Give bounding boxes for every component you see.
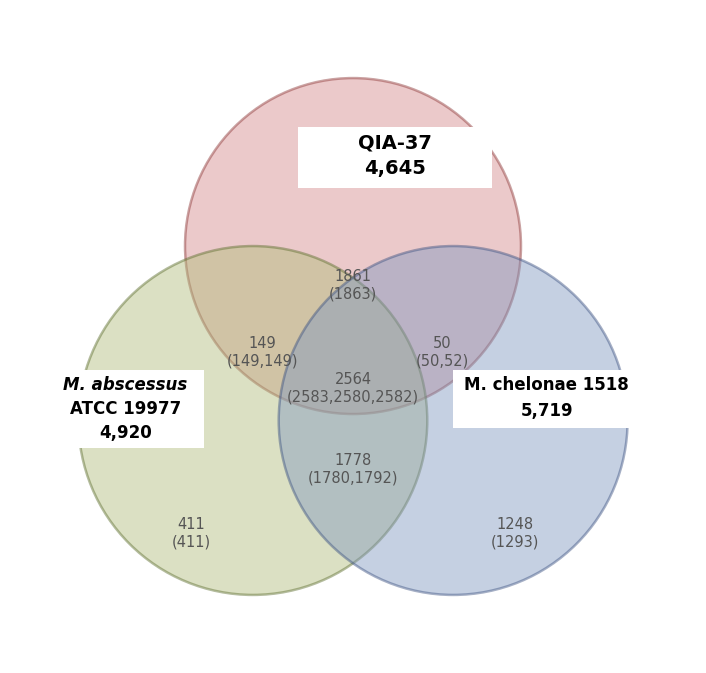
Text: 1861
(1863): 1861 (1863) <box>329 269 377 301</box>
Text: ATCC 19977: ATCC 19977 <box>70 400 181 418</box>
Text: 5,719: 5,719 <box>520 402 573 420</box>
Text: 411
(411): 411 (411) <box>172 518 211 550</box>
Circle shape <box>185 78 521 414</box>
Text: M. abscessus: M. abscessus <box>64 376 188 394</box>
Text: 1248
(1293): 1248 (1293) <box>491 518 539 550</box>
Text: 4,645: 4,645 <box>364 159 426 178</box>
FancyBboxPatch shape <box>298 127 492 188</box>
Text: 149
(149,149): 149 (149,149) <box>227 336 299 369</box>
Circle shape <box>78 246 427 595</box>
Circle shape <box>279 246 628 595</box>
Text: 4,920: 4,920 <box>100 425 152 442</box>
Text: M. chelonae 1518: M. chelonae 1518 <box>465 376 629 394</box>
FancyBboxPatch shape <box>46 370 205 448</box>
Text: QIA-37: QIA-37 <box>358 133 432 152</box>
Text: 1778
(1780,1792): 1778 (1780,1792) <box>308 453 398 485</box>
Text: 2564
(2583,2580,2582): 2564 (2583,2580,2582) <box>287 372 419 404</box>
Text: 50
(50,52): 50 (50,52) <box>416 336 469 369</box>
FancyBboxPatch shape <box>453 370 644 428</box>
